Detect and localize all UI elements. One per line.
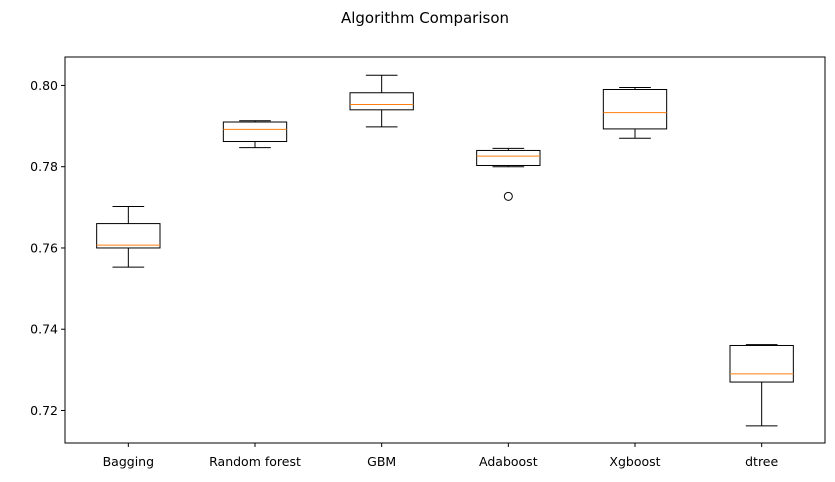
y-axis: 0.72 0.74 0.76 0.78 0.80 [30,78,65,418]
y-tick-label: 0.80 [30,78,58,93]
y-tick-label: 0.72 [30,403,58,418]
chart-title: Algorithm Comparison [341,9,509,27]
x-tick-label: dtree [745,454,778,469]
box-group-4 [602,86,668,139]
x-tick-label: GBM [367,454,396,469]
box [729,344,794,383]
x-tick-label: Random forest [209,454,301,469]
y-tick-label: 0.76 [30,240,58,255]
x-tick-label: Adaboost [479,454,538,469]
x-tick-label: Bagging [103,454,154,469]
box-group-2 [349,74,414,128]
outlier-point [503,191,513,201]
plot-marks [96,74,794,427]
box-group-3 [476,147,541,201]
box [222,121,288,143]
box [602,89,668,130]
y-tick-label: 0.74 [30,322,58,337]
x-axis: Bagging Random forest GBM Adaboost Xgboost dt… [103,443,779,469]
box [349,92,414,111]
box-group-0 [96,206,161,268]
y-tick-label: 0.78 [30,159,58,174]
axes-frame [64,56,826,444]
x-tick-label: Xgboost [609,454,660,469]
box [476,149,541,166]
box-group-1 [222,120,288,149]
box-group-5 [729,344,794,427]
box [96,223,161,249]
